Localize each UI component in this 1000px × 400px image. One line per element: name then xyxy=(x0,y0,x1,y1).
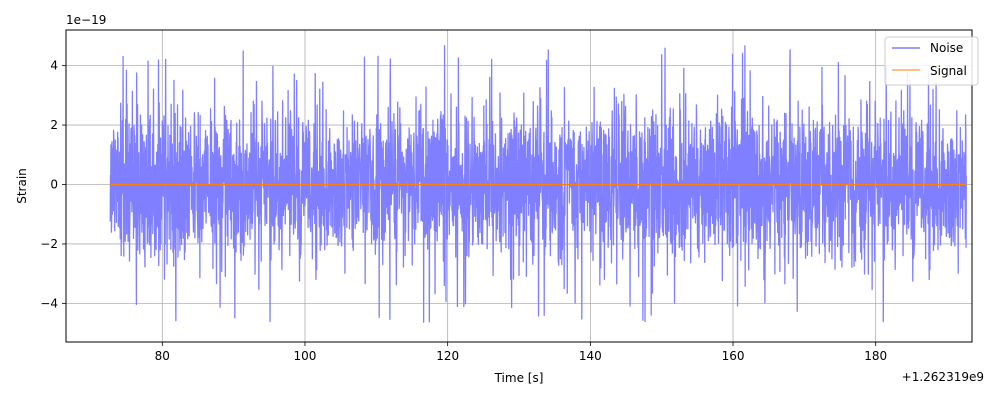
x-offset-label: +1.262319e9 xyxy=(902,370,984,384)
x-tick-label: 160 xyxy=(722,349,745,363)
legend-noise-label: Noise xyxy=(930,41,963,55)
noise-series xyxy=(109,44,967,323)
y-axis-label: Strain xyxy=(15,168,29,204)
y-axis-ticks: −4 −2 0 2 4 xyxy=(40,59,66,310)
y-tick-label: −4 xyxy=(40,296,58,310)
y-tick-label: 2 xyxy=(50,118,58,132)
x-tick-label: 120 xyxy=(436,349,459,363)
legend: Noise Signal xyxy=(884,36,979,86)
x-tick-label: 80 xyxy=(155,349,170,363)
noise-line xyxy=(109,44,967,323)
y-tick-label: −2 xyxy=(40,237,58,251)
x-tick-label: 180 xyxy=(864,349,887,363)
x-tick-label: 140 xyxy=(579,349,602,363)
y-multiplier-label: 1e−19 xyxy=(66,13,106,27)
plot-frame xyxy=(65,29,973,343)
x-tick-label: 100 xyxy=(294,349,317,363)
x-axis-ticks: 80 100 120 140 160 180 xyxy=(155,342,887,363)
y-tick-label: 4 xyxy=(50,59,58,73)
y-tick-label: 0 xyxy=(50,178,58,192)
x-axis-label: Time [s] xyxy=(494,371,544,385)
legend-signal-label: Signal xyxy=(930,64,967,78)
legend-box xyxy=(884,36,979,86)
